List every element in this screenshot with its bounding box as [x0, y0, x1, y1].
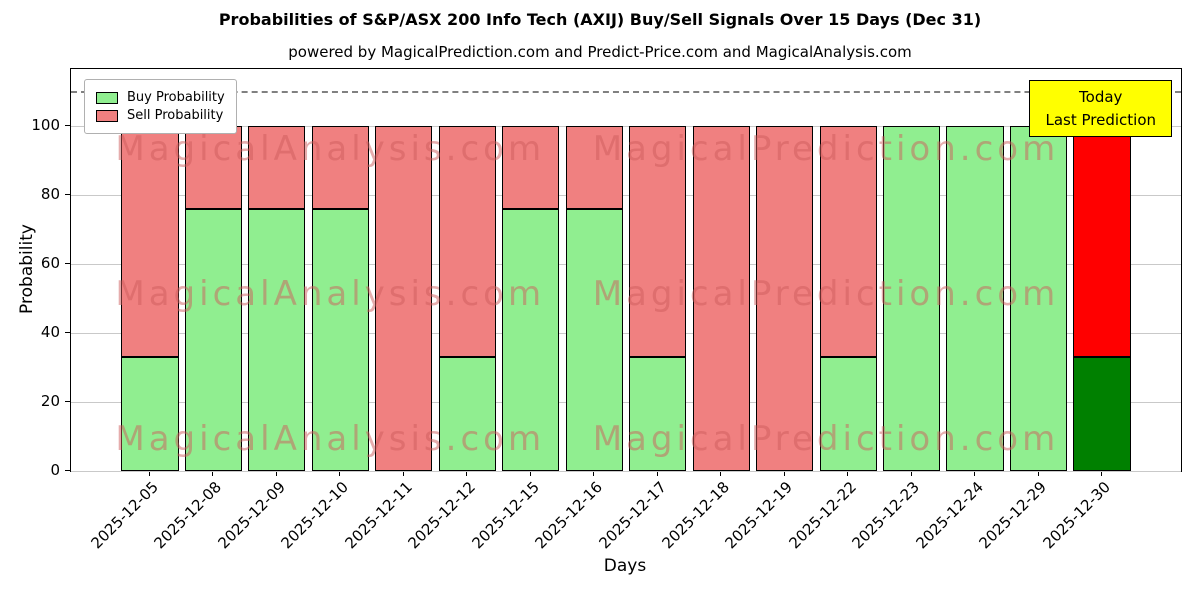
bar-segment-buy — [629, 357, 687, 471]
x-tick-label: 2025-12-24 — [912, 478, 987, 553]
gridline-100 — [71, 125, 1181, 127]
buy-color-swatch — [96, 91, 118, 104]
y-tick-mark — [65, 193, 70, 195]
x-tick-label: 2025-12-09 — [214, 478, 289, 553]
x-tick-mark — [466, 471, 468, 476]
bar-segment-sell — [629, 125, 687, 358]
x-tick-mark — [339, 471, 341, 476]
bar-segment-sell — [819, 125, 877, 358]
legend-item-buy: Buy Probability — [96, 90, 225, 105]
bar-segment-buy — [311, 208, 369, 471]
callout-line-2: Last Prediction — [1045, 110, 1156, 129]
y-tick-mark — [65, 400, 70, 402]
y-tick-label-0: 0 — [50, 461, 60, 479]
bar-segment-sell — [692, 125, 750, 471]
x-tick-label: 2025-12-10 — [277, 478, 353, 553]
x-tick-mark — [275, 471, 277, 476]
sell-color-swatch — [96, 109, 118, 122]
y-tick-mark — [65, 331, 70, 333]
x-tick-label: 2025-12-15 — [468, 478, 543, 553]
x-tick-label: 2025-12-18 — [658, 478, 733, 553]
x-tick-label: 2025-12-16 — [531, 478, 606, 553]
callout-line-1: Today — [1079, 88, 1123, 106]
bar-segment-sell — [311, 125, 369, 209]
bar-segment-buy — [819, 357, 877, 471]
chart-title: Probabilities of S&P/ASX 200 Info Tech (… — [218, 10, 982, 29]
y-tick-label-80: 80 — [40, 184, 60, 203]
bar-segment-buy — [248, 208, 306, 471]
gridline-0 — [71, 471, 1181, 472]
bar-segment-sell — [121, 125, 179, 358]
x-tick-label: 2025-12-08 — [150, 478, 226, 553]
legend-label-buy: Buy Probability — [127, 90, 225, 105]
y-tick-label-100: 100 — [31, 115, 60, 134]
bar-segment-sell — [502, 125, 560, 209]
y-tick-label-60: 60 — [40, 253, 60, 272]
x-tick-mark — [783, 471, 785, 476]
gridline-60 — [71, 263, 1181, 265]
bar-segment-buy — [1009, 125, 1068, 471]
legend-item-sell: Sell Probability — [96, 108, 225, 123]
x-tick-mark — [656, 471, 658, 476]
x-tick-mark — [1100, 471, 1102, 476]
x-tick-label: 2025-12-22 — [785, 478, 860, 553]
x-axis-label: Days — [603, 556, 647, 576]
bar-segment-sell — [1073, 125, 1131, 358]
bar-segment-buy — [184, 208, 243, 471]
x-tick-label: 2025-12-19 — [722, 478, 797, 553]
threshold-dashed-line — [71, 91, 1181, 94]
x-tick-label: 2025-12-23 — [848, 478, 924, 553]
x-tick-mark — [212, 471, 214, 476]
y-tick-label-20: 20 — [40, 391, 60, 410]
bar-segment-buy — [1073, 357, 1131, 471]
y-tick-label-40: 40 — [40, 322, 60, 341]
x-tick-mark — [529, 471, 531, 476]
today-last-prediction-callout: Today Last Prediction — [1029, 80, 1172, 137]
bar-segment-sell — [756, 125, 814, 471]
bar-segment-sell — [184, 125, 243, 209]
x-tick-mark — [402, 471, 404, 476]
x-tick-mark — [593, 471, 595, 476]
bar-segment-buy — [565, 208, 623, 471]
gridline-40 — [71, 332, 1181, 334]
x-tick-label: 2025-12-30 — [1039, 478, 1114, 553]
y-tick-mark — [65, 470, 70, 471]
chart-subtitle: powered by MagicalPrediction.com and Pre… — [288, 43, 912, 61]
bar-segment-sell — [438, 125, 496, 358]
bar-segment-sell — [375, 125, 433, 471]
y-tick-mark — [65, 124, 70, 126]
x-tick-mark — [974, 471, 976, 476]
bar-segment-sell — [248, 125, 306, 209]
x-tick-label: 2025-12-29 — [975, 478, 1051, 553]
x-tick-mark — [149, 471, 150, 476]
bar-segment-buy — [121, 357, 179, 471]
x-tick-label: 2025-12-05 — [87, 478, 162, 553]
plot-area: MagicalAnalysis.com MagicalPrediction.com… — [70, 68, 1182, 472]
bar-segment-buy — [502, 208, 560, 471]
bar-segment-sell — [565, 125, 623, 209]
x-tick-mark — [720, 471, 722, 476]
gridline-80 — [71, 194, 1181, 196]
bar-segment-buy — [438, 357, 496, 471]
bar-segment-buy — [946, 125, 1004, 471]
y-tick-mark — [65, 262, 70, 264]
x-tick-mark — [847, 471, 849, 476]
x-tick-label: 2025-12-12 — [404, 478, 480, 553]
legend-label-sell: Sell Probability — [127, 108, 224, 123]
gridline-20 — [71, 401, 1181, 403]
x-tick-label: 2025-12-11 — [341, 478, 416, 553]
x-tick-mark — [910, 471, 912, 476]
x-tick-label: 2025-12-17 — [595, 478, 670, 553]
x-tick-mark — [1037, 471, 1039, 476]
legend-box: Buy Probability Sell Probability — [84, 79, 237, 134]
bar-segment-buy — [883, 125, 941, 471]
